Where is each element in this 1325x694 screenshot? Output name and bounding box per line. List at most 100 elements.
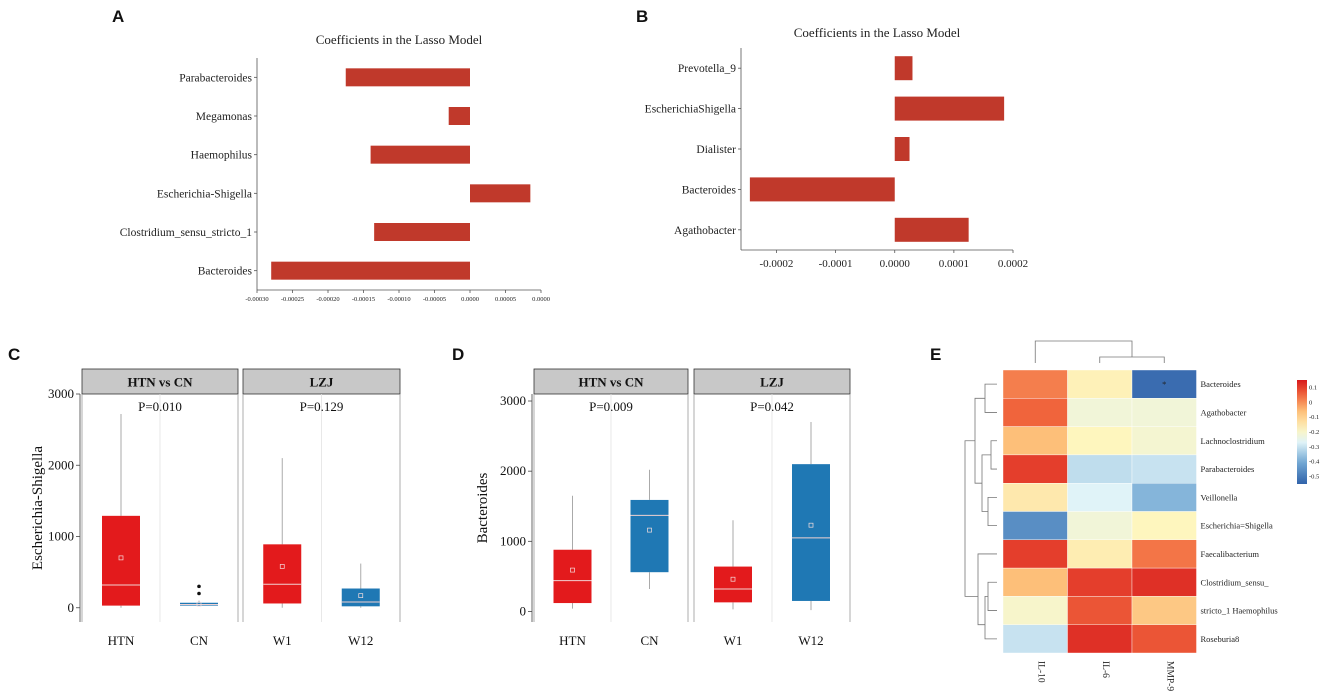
- heatmap-cell: [1131, 624, 1197, 654]
- x-tick-label: 0.0000: [532, 296, 550, 303]
- mean-marker: [358, 593, 364, 598]
- heatmap-row-label: stricto_1 Haemophilus: [1201, 606, 1278, 616]
- colorbar-tick-label: -0.2: [1309, 429, 1319, 436]
- heatmap-cell: [1002, 398, 1068, 427]
- mean-marker: [196, 601, 202, 607]
- box: [792, 464, 830, 601]
- heatmap-cell: [1067, 483, 1133, 512]
- outlier-point: [197, 584, 201, 589]
- x-tick-label: -0.00015: [352, 296, 375, 303]
- x-tick-label: -0.00030: [245, 296, 268, 303]
- mean-marker: [118, 555, 124, 561]
- mean-marker: [647, 527, 652, 533]
- colorbar-tick-label: -0.5: [1309, 474, 1319, 481]
- box: [102, 515, 140, 606]
- row-dendrogram-branch: [990, 440, 997, 470]
- category-label: Haemophilus: [191, 150, 253, 162]
- facet-strip-label: HTN vs CN: [578, 375, 644, 390]
- heatmap-cell: [1002, 596, 1068, 625]
- heatmap-cell: [1067, 454, 1133, 484]
- x-tick-label: -0.00025: [281, 296, 304, 303]
- category-label: Dialister: [696, 144, 736, 156]
- facet-strip-label: LZJ: [310, 375, 334, 390]
- bar: [271, 261, 470, 280]
- colorbar-tick-label: -0.1: [1309, 414, 1319, 421]
- colorbar-tick-label: -0.3: [1309, 444, 1319, 451]
- bar: [370, 145, 470, 164]
- bar: [345, 68, 470, 87]
- colorbar: [1297, 380, 1307, 484]
- colorbar-tick-label: 0: [1309, 399, 1312, 406]
- bar: [470, 184, 531, 203]
- y-tick-label: 3000: [48, 386, 74, 401]
- heatmap-row-label: Faecalibacterium: [1201, 549, 1260, 559]
- heatmap-cell: [1067, 369, 1133, 399]
- x-tick-label: 0.0000: [461, 296, 479, 303]
- lasso-chart-a: Coefficients in the Lasso Model Parabacte…: [120, 32, 550, 303]
- mean-marker: [808, 522, 814, 528]
- heatmap-row-label: Agathobacter: [1201, 407, 1247, 417]
- x-category-label: HTN: [108, 633, 135, 648]
- x-tick-label: -0.00020: [316, 296, 339, 303]
- colorbar-tick-label: -0.4: [1309, 459, 1320, 466]
- chart-title: Coefficients in the Lasso Model: [316, 32, 483, 47]
- column-dendrogram-branch: [1034, 340, 1133, 363]
- bar: [374, 223, 470, 241]
- y-tick-label: 0: [520, 603, 527, 618]
- bar: [749, 177, 895, 202]
- category-label: Agathobacter: [674, 225, 736, 237]
- heatmap-row-label: Bacteroides: [1201, 379, 1241, 389]
- x-category-label: W1: [724, 633, 743, 648]
- heatmap-chart-e: Bacteroides Agathobacter Lachnoclostridium…: [964, 340, 1320, 691]
- heatmap-row-label: Roseburia8: [1201, 634, 1240, 644]
- box: [714, 566, 752, 603]
- facet-strip-label: LZJ: [760, 375, 784, 390]
- lasso-chart-b: Coefficients in the Lasso Model Prevotell…: [645, 25, 1028, 270]
- row-dendrogram-branch: [984, 596, 997, 640]
- outlier-point: [197, 591, 201, 596]
- y-tick-label: 2000: [500, 463, 526, 478]
- x-tick-label: -0.00005: [423, 296, 446, 303]
- panel-label-a: A: [112, 7, 124, 26]
- heatmap-cell: [1131, 454, 1197, 484]
- x-tick-label: -0.0002: [760, 258, 794, 270]
- row-dendrogram-branch: [974, 397, 985, 484]
- boxplot-chart-d: HTN vs CN P=0.009 HTN CN LZJ P=0.042 W1 W12 0 100…: [475, 368, 851, 648]
- p-value: P=0.042: [750, 399, 794, 414]
- heatmap-row-label: Parabacteroides: [1201, 464, 1255, 474]
- box: [553, 549, 592, 604]
- y-tick-label: 1000: [500, 533, 526, 548]
- p-value: P=0.010: [138, 399, 182, 414]
- colorbar-tick-label: 0.1: [1309, 384, 1317, 391]
- heatmap-cell: [1131, 369, 1197, 399]
- heatmap-cell: [1002, 369, 1068, 399]
- chart-title: Coefficients in the Lasso Model: [794, 25, 961, 40]
- heatmap-cell: [1067, 624, 1133, 654]
- heatmap-cell: [1131, 426, 1197, 456]
- row-dendrogram-branch: [987, 581, 997, 611]
- heatmap-cell: [1002, 426, 1068, 456]
- heatmap-cell: [1002, 539, 1068, 569]
- box: [263, 544, 302, 604]
- category-label: Bacteroides: [682, 184, 737, 196]
- heatmap-cell: [1131, 398, 1197, 427]
- x-category-label: W12: [348, 633, 373, 648]
- boxplot-chart-c: HTN vs CN P=0.010 HTN CN LZJ P=0.129 W1 W12 0 100…: [30, 368, 401, 648]
- facet-strip: [81, 368, 239, 395]
- bar: [894, 96, 1005, 121]
- heatmap-cell: [1067, 539, 1133, 569]
- facet-strip: [533, 368, 689, 395]
- box: [630, 499, 669, 573]
- row-dendrogram-branch: [987, 496, 997, 527]
- mean-marker: [570, 567, 575, 573]
- heatmap-cell: [1067, 511, 1133, 540]
- row-dendrogram-branch: [981, 454, 991, 512]
- category-label: Bacteroides: [198, 266, 253, 278]
- heatmap-col-label: IL-10: [1035, 661, 1045, 683]
- x-tick-label: 0.0000: [880, 258, 911, 270]
- bar: [894, 217, 969, 242]
- column-dendrogram-branch: [1099, 356, 1165, 363]
- heatmap-cell: [1131, 483, 1197, 512]
- y-axis-label: Escherichia-Shigella: [30, 446, 46, 570]
